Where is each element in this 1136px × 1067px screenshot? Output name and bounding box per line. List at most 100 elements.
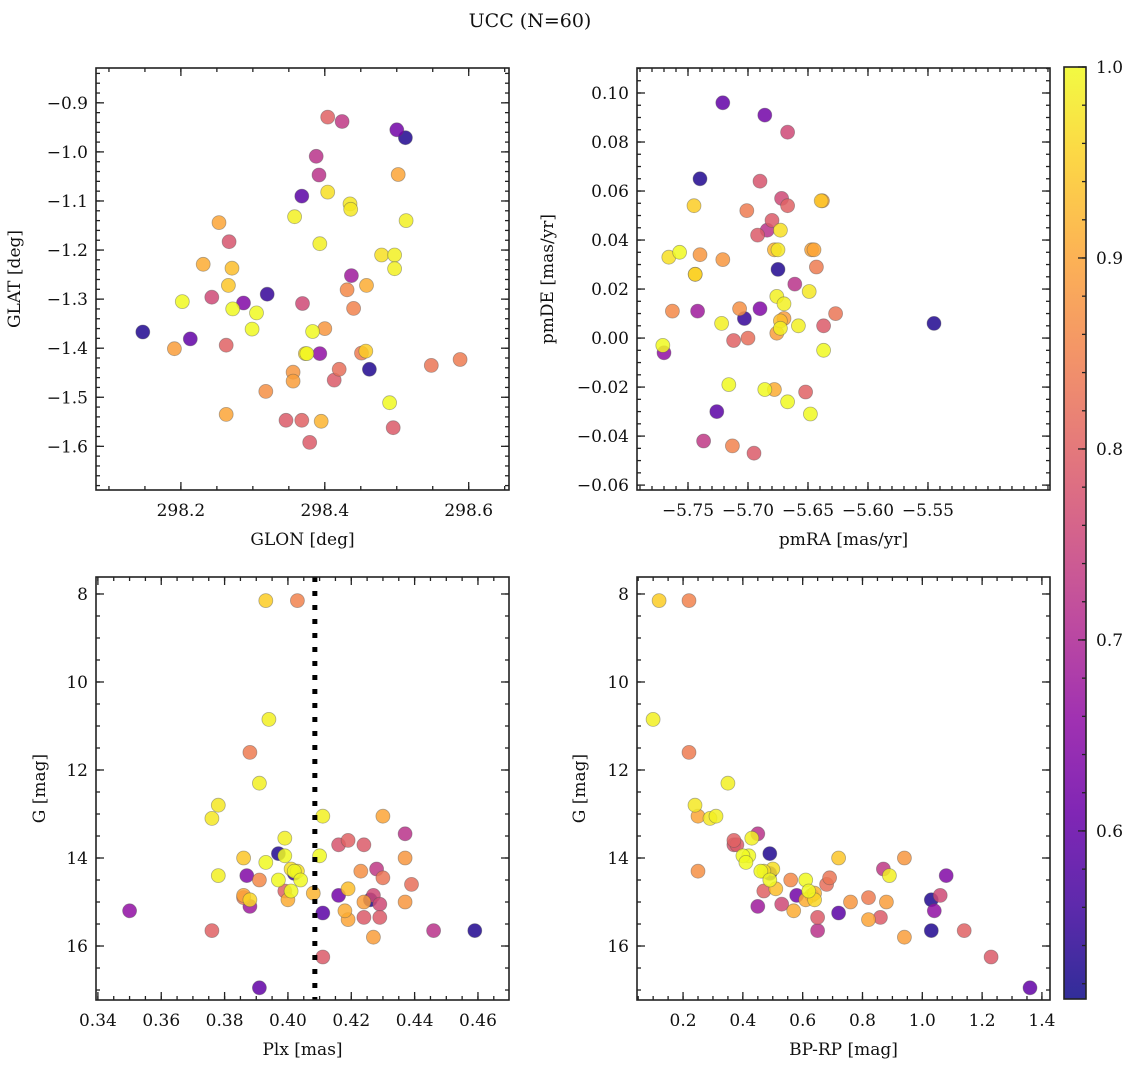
data-point	[259, 286, 275, 302]
data-point	[956, 923, 972, 938]
data-point	[423, 357, 439, 373]
data-point	[295, 296, 310, 311]
data-point	[278, 412, 294, 428]
x-tick-label: 0.38	[206, 1011, 244, 1031]
data-point	[744, 830, 760, 846]
data-point	[320, 109, 336, 125]
y-tick-label: 14	[66, 849, 88, 869]
data-point	[320, 184, 336, 200]
data-point	[356, 910, 372, 925]
data-point	[752, 301, 768, 317]
data-point	[334, 114, 350, 129]
data-point	[277, 848, 293, 864]
axes-frame	[95, 576, 510, 1001]
axes-frame	[636, 576, 1051, 1001]
data-point	[655, 337, 671, 353]
data-point	[404, 877, 419, 892]
data-point	[236, 850, 252, 866]
data-point	[346, 300, 362, 316]
data-point	[382, 395, 398, 411]
data-point	[174, 294, 190, 310]
data-point	[277, 830, 293, 846]
data-point	[770, 242, 786, 258]
data-point	[831, 850, 846, 866]
x-tick-label: 1.4	[1028, 1011, 1055, 1031]
data-point	[690, 303, 705, 319]
data-point	[343, 268, 359, 284]
data-point	[926, 903, 942, 919]
y-tick-label: 16	[607, 937, 629, 957]
y-axis-label: G [mag]	[30, 754, 50, 823]
x-tick-label: −5.55	[902, 501, 954, 521]
data-point	[426, 923, 442, 938]
data-point	[764, 212, 780, 228]
data-point	[780, 394, 795, 410]
data-point	[220, 277, 236, 293]
data-point	[938, 868, 954, 883]
x-axis-label: GLON [deg]	[250, 530, 354, 550]
data-point	[244, 321, 260, 337]
data-point	[780, 124, 795, 140]
data-point	[312, 346, 328, 362]
y-tick-label: 0.08	[591, 133, 629, 153]
data-point	[166, 341, 182, 357]
y-tick-label: −0.02	[577, 378, 629, 398]
data-point	[287, 209, 303, 225]
x-tick-label: −5.65	[782, 501, 834, 521]
data-point	[315, 808, 331, 824]
data-point	[897, 850, 912, 866]
y-tick-label: 0.02	[591, 280, 629, 300]
data-point	[770, 261, 786, 277]
data-point	[365, 929, 381, 945]
data-point	[692, 171, 708, 187]
data-point	[801, 284, 817, 299]
data-point	[753, 863, 769, 879]
data-point	[389, 122, 405, 138]
data-point	[339, 282, 355, 298]
data-point	[816, 342, 831, 358]
x-tick-label: 0.2	[670, 1011, 697, 1031]
data-point	[398, 213, 414, 229]
data-point	[739, 203, 755, 219]
data-point	[293, 872, 309, 888]
y-tick-label: −0.9	[47, 94, 88, 114]
x-tick-label: 0.42	[332, 1011, 370, 1031]
x-axis-label: BP-RP [mag]	[789, 1040, 898, 1060]
y-tick-label: −1.4	[47, 339, 88, 359]
data-point	[714, 315, 729, 331]
data-point	[932, 888, 948, 903]
data-point	[258, 855, 274, 870]
y-tick-label: 12	[66, 761, 88, 781]
data-point	[122, 903, 138, 919]
data-point	[720, 775, 736, 791]
data-point	[709, 404, 725, 420]
data-point	[251, 775, 267, 791]
x-tick-label: 0.4	[729, 1011, 756, 1031]
y-axis-label: pmDE [mas/yr]	[538, 214, 558, 344]
data-point	[270, 872, 286, 888]
data-point	[861, 912, 876, 927]
colorbar-tick-label: 0.7	[1096, 631, 1123, 651]
colorbar-gradient	[1064, 67, 1086, 999]
data-point	[696, 433, 711, 449]
x-tick-label: 0.8	[849, 1011, 876, 1031]
data-point	[308, 148, 324, 164]
data-point	[926, 315, 942, 331]
data-point	[372, 896, 388, 912]
y-axis-label: G [mag]	[570, 754, 590, 823]
data-point	[251, 980, 267, 996]
data-point	[340, 833, 356, 848]
data-point	[740, 330, 756, 346]
data-point	[372, 910, 388, 925]
data-point	[204, 289, 220, 305]
data-point	[225, 301, 241, 317]
data-point	[726, 333, 741, 348]
colorbar-tick-label: 0.6	[1096, 822, 1123, 842]
data-point	[690, 863, 706, 879]
data-point	[242, 745, 258, 760]
data-point	[776, 296, 792, 312]
data-point	[715, 95, 731, 111]
data-point	[828, 306, 843, 322]
data-point	[397, 826, 413, 842]
